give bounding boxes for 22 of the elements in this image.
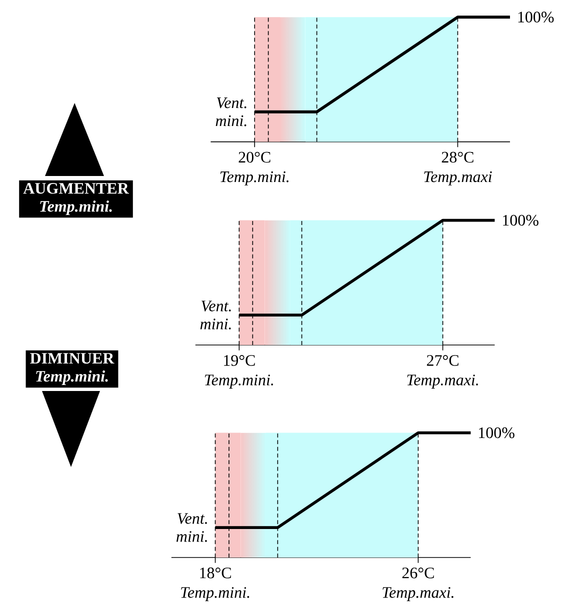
text: Temp.maxi (424, 171, 492, 186)
text: Temp.maxi. (407, 374, 478, 389)
text: Temp.mini. (181, 587, 250, 602)
x-tick-label: 26°C (402, 568, 434, 578)
text: Temp.mini. (204, 374, 274, 389)
text: Temp.maxi. (382, 587, 454, 602)
text: DIMINUER (30, 353, 114, 364)
annotation: Vent. mini. (176, 513, 207, 542)
annotation: Vent. mini. (216, 98, 246, 126)
text: AUGMENTER (23, 182, 130, 194)
x-tick-label: 19°C (224, 355, 255, 366)
text: Temp.mini. (220, 171, 288, 186)
annotation: 100% (479, 427, 514, 438)
annotation: 100% (518, 12, 554, 23)
text: Temp.mini. (36, 370, 108, 385)
x-tick-label: 20°C (238, 152, 270, 163)
x-tick-label: 27°C (426, 355, 458, 366)
x-tick-label: 28°C (442, 152, 474, 163)
text: Temp.mini. (40, 200, 112, 216)
annotation: Vent. mini. (200, 300, 231, 330)
x-tick-label: 18°C (200, 568, 231, 578)
annotation: 100% (503, 214, 538, 226)
